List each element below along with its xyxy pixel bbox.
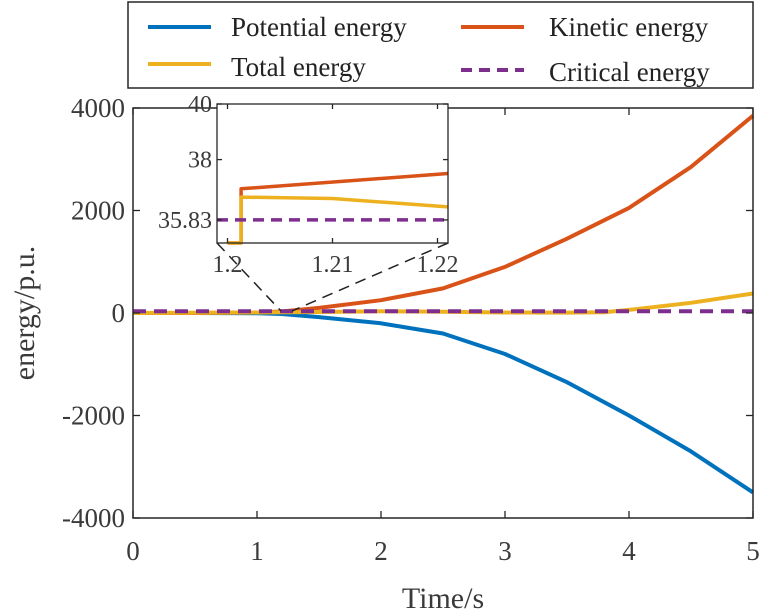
legend-box	[127, 1, 754, 89]
main-ytick-label: 2000	[71, 195, 125, 225]
inset-ticks-layer: 1.2 1.21 1.22 35.83 38 40	[158, 92, 459, 278]
main-series-potential	[133, 311, 755, 495]
main-ticks-layer: 0 1 2 3 4 5 -4000 -2000 0 2000 4000	[62, 93, 760, 566]
inset-xtick-label: 1.2	[213, 252, 243, 278]
legend-label-kinetic: Kinetic energy	[549, 12, 709, 42]
main-ytick-label: 0	[112, 298, 126, 328]
inset-connector-left	[216, 242, 282, 312]
legend-label-critical: Critical energy	[549, 57, 710, 87]
main-series-layer	[132, 114, 755, 495]
inset-xtick-label: 1.22	[417, 252, 459, 278]
inset-ytick-label: 40	[188, 92, 212, 118]
inset-ytick-label: 38	[188, 148, 212, 174]
main-ytick-label: 4000	[71, 93, 125, 123]
inset-ytick-label: 35.83	[158, 208, 212, 234]
main-ytick-label: -2000	[62, 400, 125, 430]
inset-connector-right	[291, 242, 449, 312]
inset-xtick-label: 1.21	[312, 252, 354, 278]
main-xtick-label: 2	[374, 536, 388, 566]
y-axis-title: energy/p.u.	[8, 246, 41, 380]
main-xtick-label: 4	[622, 536, 636, 566]
main-ytick-label: -4000	[62, 503, 125, 533]
main-xtick-label: 5	[746, 536, 760, 566]
main-xtick-label: 1	[250, 536, 264, 566]
legend-label-potential: Potential energy	[231, 12, 407, 42]
x-axis-title: Time/s	[402, 582, 484, 615]
inset-background	[217, 104, 448, 243]
legend-label-total: Total energy	[231, 52, 366, 82]
main-xtick-label: 0	[126, 536, 140, 566]
legend: Potential energy Kinetic energy Total en…	[127, 1, 754, 89]
main-xtick-label: 3	[498, 536, 512, 566]
